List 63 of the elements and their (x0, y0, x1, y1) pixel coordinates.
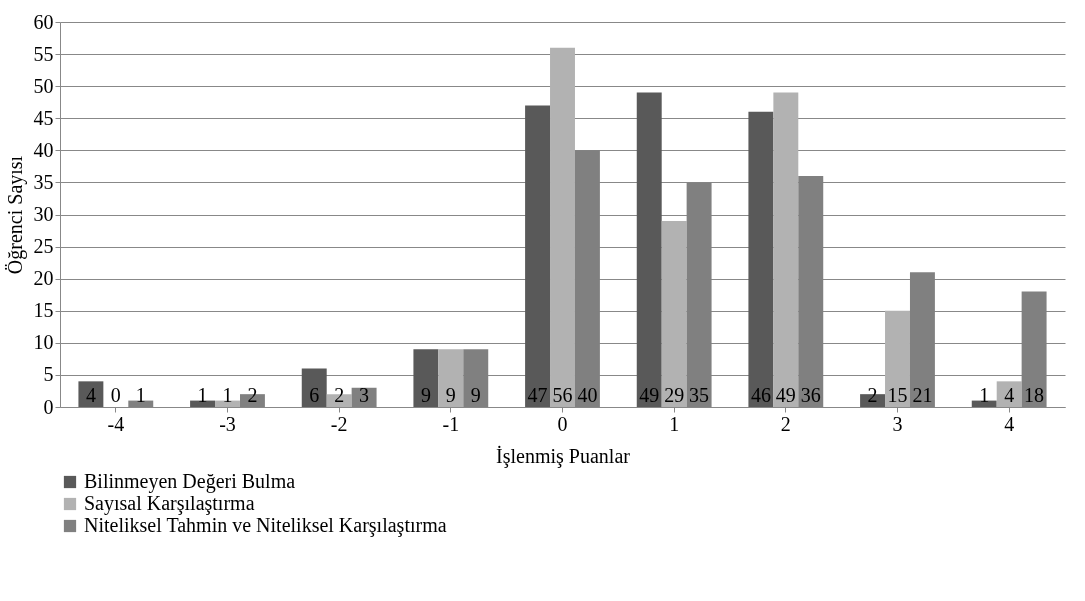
x-tick-label: 3 (892, 412, 903, 435)
data-label: 35 (689, 384, 710, 406)
y-tick-label: 35 (33, 170, 54, 193)
data-label: 21 (912, 384, 933, 406)
x-tick-label: -2 (330, 412, 348, 435)
data-label: 18 (1024, 384, 1045, 406)
data-label: 36 (800, 384, 821, 406)
data-label: 56 (552, 384, 573, 406)
legend-label: Niteliksel Tahmin ve Niteliksel Karşılaştırma (84, 514, 447, 537)
data-label: 4 (85, 384, 96, 406)
data-label: 3 (359, 384, 370, 406)
data-label: 9 (420, 384, 431, 406)
bar (525, 105, 551, 407)
x-axis-title: İşlenmiş Puanlar (496, 444, 631, 468)
bar (301, 368, 327, 407)
bar (78, 381, 104, 407)
bar (413, 349, 439, 407)
y-tick-label: 40 (33, 138, 54, 161)
x-tick-label: 4 (1004, 412, 1015, 435)
y-tick-label: 10 (33, 331, 54, 354)
data-label: 40 (577, 384, 598, 406)
y-tick-label: 30 (33, 203, 54, 225)
data-label: 6 (309, 384, 320, 406)
data-label: 1 (197, 384, 208, 406)
y-tick-label: 60 (33, 10, 54, 33)
bar (773, 92, 799, 407)
x-tick-label: -4 (107, 412, 125, 435)
legend-label: Bilinmeyen Değeri Bulma (84, 470, 296, 493)
bar (885, 310, 910, 407)
y-tick-label: 20 (33, 267, 54, 290)
data-label: 1 (979, 384, 990, 406)
data-label: 49 (639, 384, 660, 406)
y-tick-label: 25 (33, 235, 54, 258)
data-label: 9 (445, 384, 456, 406)
x-tick-label: 0 (557, 412, 568, 435)
x-tick-label: 2 (780, 412, 791, 435)
x-tick-label: 1 (669, 412, 680, 435)
data-label: 1 (222, 384, 233, 406)
bar (636, 92, 662, 407)
y-axis-title: Öğrenci Sayısı (3, 155, 27, 275)
legend-label: Sayısal Karşılaştırma (84, 492, 255, 515)
data-label: 1 (135, 384, 146, 406)
data-label: 2 (334, 384, 345, 406)
data-label: 47 (527, 384, 548, 406)
x-tick-label: -1 (442, 412, 460, 435)
data-label: 46 (750, 384, 771, 406)
data-label: 29 (664, 384, 685, 406)
y-tick-label: 50 (33, 74, 54, 97)
bar (438, 349, 464, 407)
bar (748, 111, 774, 407)
data-label: 15 (887, 384, 908, 406)
bar (550, 47, 575, 407)
y-tick-label: 15 (33, 299, 54, 322)
y-tick-label: 45 (33, 106, 54, 129)
bar (661, 220, 687, 407)
data-label: 0 (110, 384, 121, 406)
data-label: 4 (1004, 384, 1015, 406)
y-tick-label: 5 (43, 363, 54, 386)
data-label: 9 (470, 384, 481, 406)
data-label: 49 (775, 384, 796, 406)
y-tick-label: 0 (43, 395, 54, 418)
x-tick-label: -3 (219, 412, 236, 435)
y-tick-label: 55 (33, 42, 54, 65)
